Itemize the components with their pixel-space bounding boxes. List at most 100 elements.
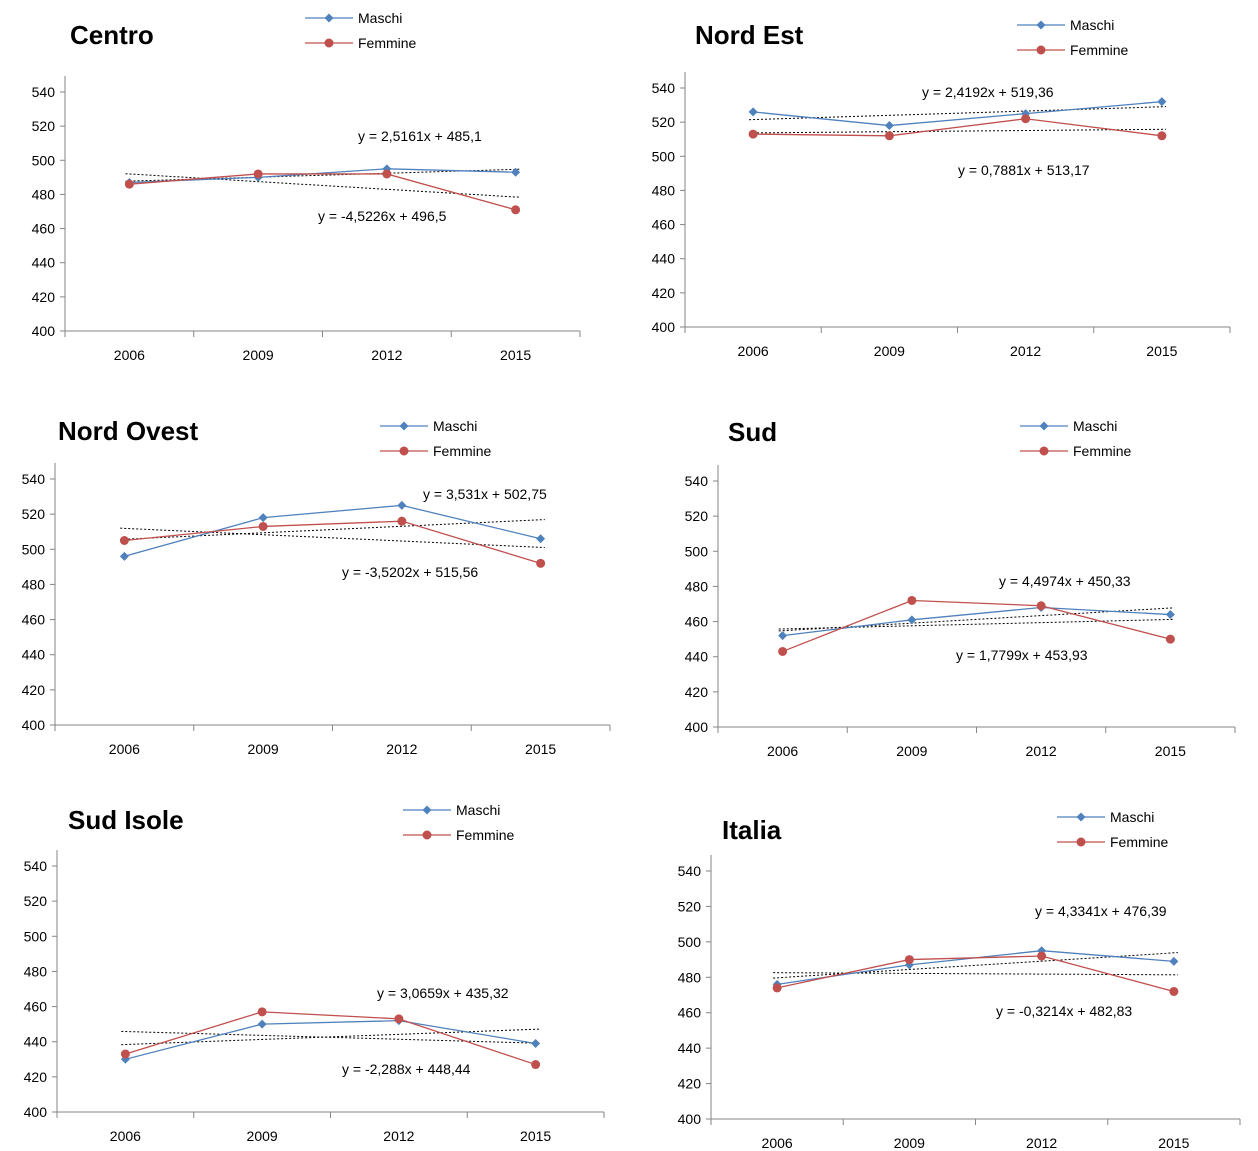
legend-marker-femmine	[1076, 837, 1086, 847]
data-point-femmine	[124, 179, 134, 189]
data-point-femmine	[904, 955, 914, 965]
trend-equation: y = 3,531x + 502,75	[423, 486, 547, 502]
y-tick-label: 400	[24, 1104, 48, 1120]
y-tick-label: 460	[652, 217, 676, 233]
x-tick-label: 2006	[762, 1135, 793, 1151]
data-point-femmine	[536, 558, 546, 568]
legend-marker-maschi	[1036, 20, 1046, 30]
trend-equation: y = 2,4192x + 519,36	[922, 84, 1054, 100]
series-line-femmine	[129, 173, 516, 211]
x-tick-label: 2012	[1010, 343, 1041, 359]
data-point-femmine	[907, 595, 917, 605]
data-point-femmine	[1169, 986, 1179, 996]
data-point-femmine	[511, 205, 521, 215]
legend-marker-maschi	[324, 13, 334, 23]
legend-marker-maschi	[422, 805, 432, 815]
y-tick-label: 520	[652, 114, 676, 130]
data-point-femmine	[253, 169, 263, 179]
y-tick-label: 500	[32, 152, 56, 168]
data-point-maschi	[907, 615, 917, 625]
y-tick-label: 520	[678, 898, 702, 914]
data-point-maschi	[511, 167, 521, 177]
legend-label-maschi: Maschi	[1110, 809, 1154, 825]
legend-label-maschi: Maschi	[1070, 17, 1114, 33]
y-tick-label: 440	[685, 649, 709, 665]
trendline	[749, 128, 1166, 134]
x-tick-label: 2015	[1158, 1135, 1189, 1151]
legend-label-femmine: Femmine	[1070, 42, 1129, 58]
chart-title: Nord Ovest	[58, 416, 198, 446]
x-tick-label: 2006	[109, 741, 140, 757]
trend-equation: y = -4,5226x + 496,5	[318, 208, 447, 224]
trend-equation: y = -2,288x + 448,44	[342, 1061, 471, 1077]
data-point-femmine	[1021, 114, 1031, 124]
y-tick-label: 480	[24, 963, 48, 979]
y-tick-label: 460	[32, 221, 56, 237]
x-tick-label: 2012	[1026, 1135, 1057, 1151]
data-point-femmine	[748, 129, 758, 139]
series-line-maschi	[782, 606, 1171, 637]
data-point-maschi	[1169, 956, 1179, 966]
trend-equation: y = 0,7881x + 513,17	[958, 162, 1090, 178]
chart-title: Sud Isole	[68, 805, 184, 835]
chart-sud-isole: Sud Isole 400 420 440 460 480 500 520 540 2006 200…	[24, 802, 605, 1144]
legend-label-femmine: Femmine	[358, 35, 417, 51]
series-line-maschi	[753, 101, 1162, 127]
data-point-maschi	[778, 631, 788, 641]
data-point-maschi	[257, 1019, 267, 1029]
series-line-femmine	[125, 1011, 536, 1066]
x-tick-label: 2009	[874, 343, 905, 359]
data-point-femmine	[1157, 131, 1167, 141]
y-tick-label: 440	[652, 251, 676, 267]
chart-title: Italia	[722, 815, 782, 845]
x-tick-label: 2009	[894, 1135, 925, 1151]
trend-equation: y = -3,5202x + 515,56	[342, 564, 478, 580]
y-tick-label: 520	[24, 893, 48, 909]
y-tick-label: 400	[652, 319, 676, 335]
y-tick-label: 400	[685, 719, 709, 735]
trendline	[120, 519, 545, 540]
legend-label-femmine: Femmine	[1073, 443, 1132, 459]
trendline	[125, 173, 520, 198]
trend-equation: y = 3,0659x + 435,32	[377, 985, 509, 1001]
y-tick-label: 460	[22, 612, 46, 628]
y-tick-label: 460	[678, 1005, 702, 1021]
x-tick-label: 2012	[383, 1128, 414, 1144]
x-tick-label: 2009	[247, 1128, 278, 1144]
trendline	[749, 106, 1166, 121]
y-tick-label: 420	[652, 285, 676, 301]
legend-marker-femmine	[1039, 446, 1049, 456]
y-tick-label: 520	[32, 118, 56, 134]
y-tick-label: 500	[24, 928, 48, 944]
y-tick-label: 400	[32, 323, 56, 339]
y-tick-label: 440	[24, 1034, 48, 1050]
y-tick-label: 420	[22, 682, 46, 698]
y-tick-label: 440	[22, 647, 46, 663]
data-point-maschi	[748, 107, 758, 117]
legend-marker-femmine	[324, 38, 334, 48]
data-point-maschi	[531, 1038, 541, 1048]
legend-label-femmine: Femmine	[456, 827, 515, 843]
legend-marker-maschi	[1039, 421, 1049, 431]
x-tick-label: 2015	[520, 1128, 551, 1144]
data-point-femmine	[258, 521, 268, 531]
data-point-maschi	[258, 513, 268, 523]
data-point-femmine	[1037, 951, 1047, 961]
legend-label-maschi: Maschi	[433, 418, 477, 434]
data-point-femmine	[1165, 634, 1175, 644]
legend-marker-maschi	[1076, 812, 1086, 822]
series-line-femmine	[753, 118, 1162, 137]
y-tick-label: 500	[678, 934, 702, 950]
series-line-maschi	[124, 504, 541, 557]
x-tick-label: 2012	[371, 347, 402, 363]
y-tick-label: 500	[685, 543, 709, 559]
data-point-femmine	[884, 131, 894, 141]
x-tick-label: 2015	[1155, 743, 1186, 759]
y-tick-label: 500	[652, 148, 676, 164]
y-tick-label: 480	[32, 186, 56, 202]
trendline	[120, 527, 545, 549]
data-point-femmine	[382, 169, 392, 179]
y-tick-label: 460	[24, 999, 48, 1015]
data-point-maschi	[1157, 97, 1167, 107]
